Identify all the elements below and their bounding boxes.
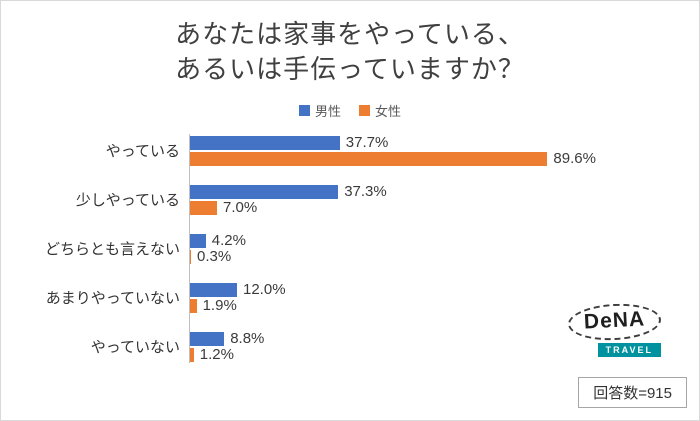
bar-group: 4.2% 0.3% <box>189 232 699 265</box>
bar-male <box>189 331 225 346</box>
value-label-male: 4.2% <box>211 232 246 250</box>
category-label: どちらとも言えない <box>44 241 180 259</box>
bar-male <box>189 135 340 150</box>
bar-group: 8.8% 1.2% <box>189 330 699 363</box>
legend-label-female: 女性 <box>375 104 402 120</box>
bar-male <box>189 282 237 297</box>
chart-title-line2: あるいは手伝っていますか？ <box>175 54 525 85</box>
chart-row: やっている 37.7% 89.6% <box>11 134 699 167</box>
y-axis-line <box>189 134 190 364</box>
bar-female <box>189 200 217 215</box>
dena-travel-logo: DeNA TRAVEL <box>566 301 662 358</box>
bar-group: 37.3% 7.0% <box>189 183 699 216</box>
legend-label-male: 男性 <box>314 104 341 120</box>
chart-row: やっていない 8.8% 1.2% <box>11 330 699 363</box>
category-label: 少しやっている <box>75 192 180 210</box>
category-label: やっている <box>105 143 180 161</box>
value-label-female: 0.3% <box>197 248 232 266</box>
chart-title: あなたは家事をやっている、 あるいは手伝っていますか？ <box>1 17 699 87</box>
value-label-female: 89.6% <box>553 150 596 168</box>
chart-row: あまりやっていない 12.0% 1.9% <box>11 281 699 314</box>
bar-male <box>189 233 206 248</box>
bar-female <box>189 347 194 362</box>
value-label-female: 1.9% <box>202 297 237 315</box>
legend-swatch-female <box>359 105 370 117</box>
bar-group: 37.7% 89.6% <box>189 134 699 167</box>
dena-logo-text: DeNA <box>566 301 662 343</box>
value-label-female: 1.2% <box>199 346 234 364</box>
value-label-female: 7.0% <box>223 199 258 217</box>
value-label-male: 37.7% <box>345 134 389 152</box>
bar-chart: やっている 37.7% 89.6% 少しやっている 37.3% <box>1 134 699 364</box>
value-label-male: 12.0% <box>243 281 286 299</box>
legend-item-male: 男性 <box>298 101 341 120</box>
legend-swatch-male <box>298 105 310 117</box>
response-count: 回答数=915 <box>578 377 687 408</box>
chart-legend: 男性 女性 <box>1 101 699 120</box>
value-label-male: 37.3% <box>344 183 387 201</box>
legend-item-female: 女性 <box>359 101 401 120</box>
category-label: あまりやっていない <box>45 290 180 308</box>
chart-title-line1: あなたは家事をやっている、 <box>175 19 525 49</box>
category-label: やっていない <box>90 339 180 357</box>
bar-female <box>189 249 191 264</box>
chart-row: どちらとも言えない 4.2% 0.3% <box>11 232 699 265</box>
bar-female <box>189 298 197 313</box>
bar-group: 12.0% 1.9% <box>189 281 699 314</box>
bar-female <box>189 151 548 166</box>
travel-logo-badge: TRAVEL <box>597 343 661 357</box>
chart-row: 少しやっている 37.3% 7.0% <box>11 183 699 216</box>
value-label-male: 8.8% <box>230 330 265 348</box>
bar-male <box>189 184 339 199</box>
